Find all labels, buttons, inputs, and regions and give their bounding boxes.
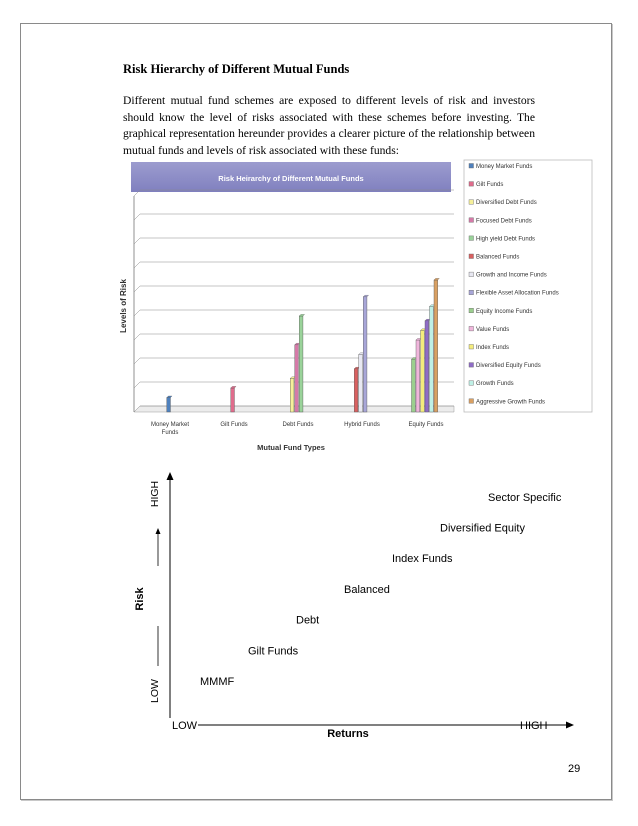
legend-swatch-high-yield-debt-funds (468, 235, 474, 241)
gridline-diagonal (133, 285, 141, 293)
bar-value-funds (415, 339, 420, 413)
chart-category-labels: Money Market Funds Gilt Funds Debt Funds Hyb… (151, 422, 444, 436)
legend-box (463, 159, 593, 413)
point-label-debt: Debt (296, 615, 319, 627)
point-label-diversified-equity: Diversified Equity (440, 523, 525, 535)
risk-return-labels: MMMF Gilt Funds Debt Balanced Index Funds Div… (200, 492, 562, 688)
bar-growth-funds (429, 306, 434, 413)
legend-swatch-aggressive-growth-funds (468, 398, 474, 404)
chart-bars (166, 278, 440, 413)
x-high-label: HIGH (520, 720, 548, 732)
legend-label-balanced-funds: Balanced Funds (476, 255, 519, 261)
category-label-hybrid-funds: Hybrid Funds (344, 422, 380, 428)
category-label-gilt-funds: Gilt Funds (220, 422, 247, 428)
legend-swatch-diversified-equity-funds (468, 362, 474, 368)
y-axis-arrow-icon (166, 472, 174, 480)
legend-swatch-gilt-funds (468, 181, 474, 187)
bar-top-high-yield-debt-funds (298, 314, 305, 317)
legend-swatch-money-market-funds (468, 163, 474, 169)
point-label-sector-specific: Sector Specific (488, 492, 562, 504)
legend-swatch-balanced-funds (468, 253, 474, 259)
bar-money-market-funds (166, 397, 171, 413)
chart-title: Risk Heirarchy of Different Mutual Funds (218, 174, 363, 183)
point-label-gilt-funds: Gilt Funds (248, 645, 299, 657)
bar-aggressive-growth-funds (433, 279, 438, 413)
gridline-diagonal (133, 309, 141, 317)
gridline-diagonal (133, 189, 141, 197)
category-label-debt-funds: Debt Funds (282, 422, 313, 428)
y-axis-label: Levels of Risk (119, 279, 128, 333)
y-arrow-head-icon (155, 528, 161, 534)
legend-label-growth-funds: Growth Funds (476, 381, 514, 387)
legend-label-flexible-asset-allocation-funds: Flexible Asset Allocation Funds (476, 291, 559, 297)
legend-swatch-value-funds (468, 326, 474, 332)
legend-label-gilt-funds: Gilt Funds (476, 182, 503, 188)
gridline-diagonal (133, 405, 141, 413)
risk-return-chart: LOW HIGH Risk LOW HIGH Returns MMMF Gilt … (130, 466, 590, 746)
x-axis-label: Mutual Fund Types (257, 443, 325, 452)
y-high-label: HIGH (149, 481, 161, 507)
legend-label-index-funds: Index Funds (476, 345, 509, 351)
legend-swatch-growth-funds (468, 380, 474, 386)
category-label-money-market-funds: Money Market (151, 422, 189, 428)
bar-equity-income-funds (411, 358, 416, 413)
legend-label-aggressive-growth-funds: Aggressive Growth Funds (476, 399, 545, 405)
gridline-diagonal (133, 381, 141, 389)
gridline-diagonal (133, 333, 141, 341)
legend-label-money-market-funds: Money Market Funds (476, 164, 532, 170)
point-label-mmmf: MMMF (200, 676, 234, 688)
section-heading: Risk Hierarchy of Different Mutual Funds (123, 62, 350, 76)
risk-return-svg: LOW HIGH Risk LOW HIGH Returns MMMF Gilt … (134, 472, 574, 740)
legend-swatch-flexible-asset-allocation-funds (468, 289, 474, 295)
category-label-money-market-funds: Funds (162, 430, 179, 436)
category-label-equity-funds: Equity Funds (408, 422, 443, 428)
bar-top-money-market-funds (166, 395, 173, 398)
point-label-index-funds: Index Funds (392, 553, 453, 565)
y-axis-title: Risk (134, 587, 146, 611)
bar-top-gilt-funds (230, 386, 237, 389)
legend-swatch-growth-and-income-funds (468, 271, 474, 277)
y-low-label: LOW (149, 679, 161, 703)
chart-title-bar (131, 162, 451, 192)
x-axis-title: Returns (327, 728, 369, 740)
bar-high-yield-debt-funds (299, 315, 304, 413)
legend-swatch-equity-income-funds (468, 308, 474, 314)
legend-label-high-yield-debt-funds: High yield Debt Funds (476, 236, 535, 242)
legend-label-diversified-equity-funds: Diversified Equity Funds (476, 363, 541, 369)
bar-flexible-asset-allocation-funds (363, 296, 368, 413)
legend-label-focused-debt-funds: Focused Debt Funds (476, 218, 532, 224)
bar-balanced-funds (354, 368, 359, 413)
intro-paragraph: Different mutual fund schemes are expose… (123, 94, 535, 157)
point-label-balanced: Balanced (344, 584, 390, 596)
page-number: 29 (568, 763, 581, 775)
gridline-diagonal (133, 213, 141, 221)
legend-label-diversified-debt-funds: Diversified Debt Funds (476, 200, 537, 206)
risk-hierarchy-bar-chart: Risk Heirarchy of Different Mutual Funds… (116, 156, 596, 460)
bar-top-flexible-asset-allocation-funds (362, 295, 369, 297)
x-axis-arrow-icon (566, 721, 574, 729)
page-border (20, 23, 612, 800)
x-low-label: LOW (172, 720, 198, 732)
legend-swatch-index-funds (468, 344, 474, 350)
bar-focused-debt-funds (294, 344, 299, 413)
bar-chart-svg: Risk Heirarchy of Different Mutual Funds… (119, 159, 593, 452)
bar-growth-and-income-funds (358, 354, 363, 413)
legend-label-growth-and-income-funds: Growth and Income Funds (476, 273, 547, 279)
gridline-diagonal (133, 237, 141, 245)
gridline-diagonal (133, 357, 141, 365)
bar-diversified-debt-funds (290, 378, 295, 413)
bar-gilt-funds (230, 387, 235, 413)
gridline-diagonal (133, 261, 141, 269)
legend-label-value-funds: Value Funds (476, 327, 509, 333)
bar-top-aggressive-growth-funds (433, 278, 440, 281)
bar-index-funds (420, 330, 425, 413)
legend-swatch-focused-debt-funds (468, 217, 474, 223)
bar-diversified-equity-funds (424, 320, 429, 413)
chart-legend: Money Market Funds Gilt Funds Diversified … (468, 163, 559, 405)
legend-label-equity-income-funds: Equity Income Funds (476, 309, 532, 315)
legend-swatch-diversified-debt-funds (468, 199, 474, 205)
